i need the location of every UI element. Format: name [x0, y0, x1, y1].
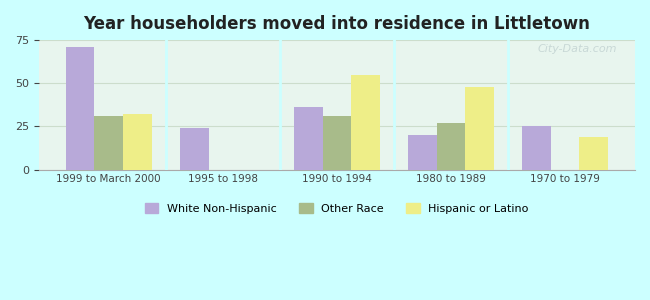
Bar [66, 47, 94, 169]
Bar [123, 114, 151, 169]
Bar [294, 107, 322, 169]
Bar [465, 87, 494, 170]
Legend: White Non-Hispanic, Other Race, Hispanic or Latino: White Non-Hispanic, Other Race, Hispanic… [140, 199, 533, 218]
Bar [579, 137, 608, 170]
Text: City-Data.com: City-Data.com [538, 44, 617, 54]
Bar [408, 135, 437, 169]
Title: Year householders moved into residence in Littletown: Year householders moved into residence i… [83, 15, 590, 33]
Bar [94, 116, 123, 170]
Bar [523, 126, 551, 170]
Bar [351, 75, 380, 170]
Bar [180, 128, 209, 169]
Bar [322, 116, 351, 170]
Bar [437, 123, 465, 169]
